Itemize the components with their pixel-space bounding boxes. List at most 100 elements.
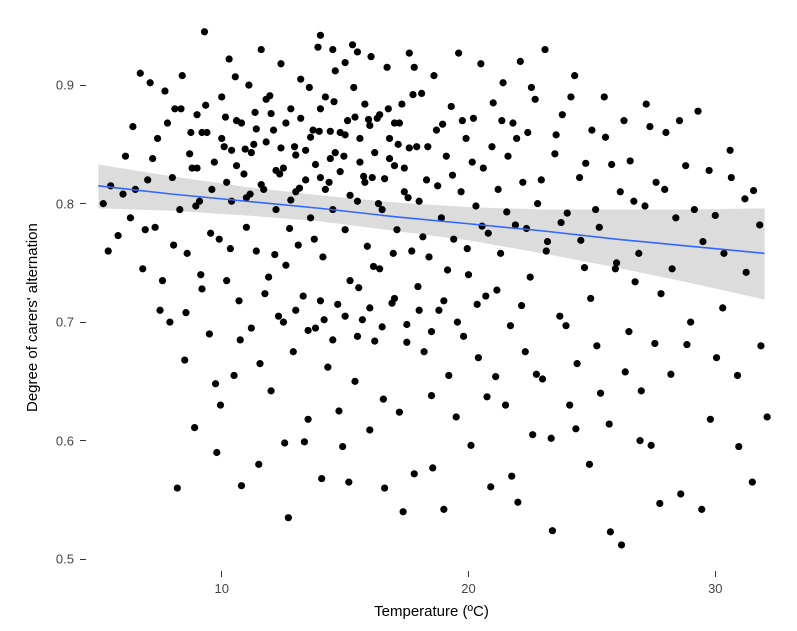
data-point (485, 230, 492, 237)
data-point (517, 58, 524, 65)
data-point (361, 100, 368, 107)
data-point (142, 226, 149, 233)
data-point (687, 319, 694, 326)
data-point (365, 116, 372, 123)
axis-tick-label: 10 (214, 581, 228, 596)
data-point (253, 125, 260, 132)
data-point (334, 301, 341, 308)
data-point (507, 322, 514, 329)
data-point (449, 172, 456, 179)
data-point (682, 162, 689, 169)
y-tick-mark (80, 322, 86, 323)
data-point (312, 324, 319, 331)
data-point (329, 336, 336, 343)
data-point (576, 174, 583, 181)
data-point (458, 188, 465, 195)
data-point (193, 111, 200, 118)
data-point (335, 407, 342, 414)
data-point (250, 141, 257, 148)
data-point (652, 179, 659, 186)
data-point (672, 214, 679, 221)
data-point (533, 371, 540, 378)
data-point (332, 67, 339, 74)
data-point (757, 342, 764, 349)
data-point (275, 313, 282, 320)
data-point (440, 297, 447, 304)
data-point (592, 206, 599, 213)
data-point (735, 443, 742, 450)
data-point (556, 313, 563, 320)
y-tick-mark (80, 440, 86, 441)
data-point (233, 162, 240, 169)
data-point (425, 253, 432, 260)
data-point (317, 105, 324, 112)
data-point (513, 135, 520, 142)
data-point (302, 147, 309, 154)
data-point (643, 100, 650, 107)
data-point (212, 380, 219, 387)
data-point (280, 164, 287, 171)
data-point (213, 449, 220, 456)
data-point (421, 348, 428, 355)
data-point (208, 186, 215, 193)
data-point (301, 438, 308, 445)
data-point (302, 176, 309, 183)
data-point (423, 176, 430, 183)
data-point (419, 233, 426, 240)
data-point (490, 99, 497, 106)
data-point (243, 224, 250, 231)
data-point (414, 283, 421, 290)
data-point (566, 401, 573, 408)
data-point (467, 442, 474, 449)
axis-tick-label: 0.8 (24, 196, 74, 211)
data-point (408, 247, 415, 254)
data-point (272, 167, 279, 174)
data-point (548, 435, 555, 442)
data-point (367, 53, 374, 60)
data-point (287, 196, 294, 203)
data-point (238, 482, 245, 489)
data-point (253, 247, 260, 254)
data-point (187, 129, 194, 136)
data-point (346, 277, 353, 284)
data-point (557, 219, 564, 226)
data-point (228, 198, 235, 205)
data-point (356, 135, 363, 142)
data-point (223, 179, 230, 186)
data-point (152, 224, 159, 231)
data-point (448, 103, 455, 110)
data-point (522, 348, 529, 355)
data-point (483, 393, 490, 400)
data-point (707, 416, 714, 423)
x-tick-mark (468, 571, 469, 577)
data-point (445, 372, 452, 379)
data-point (327, 128, 334, 135)
data-point (245, 82, 252, 89)
data-point (181, 356, 188, 363)
data-point (322, 93, 329, 100)
data-point (182, 309, 189, 316)
data-point (749, 479, 756, 486)
regression-ribbon (98, 165, 764, 300)
data-point (202, 102, 209, 109)
data-point (418, 90, 425, 97)
data-point (403, 339, 410, 346)
data-point (551, 150, 558, 157)
data-point (596, 224, 603, 231)
data-point (532, 96, 539, 103)
data-point (312, 161, 319, 168)
data-point (207, 230, 214, 237)
axis-tick-label: 30 (708, 581, 722, 596)
data-point (612, 265, 619, 272)
data-point (292, 307, 299, 314)
data-point (430, 72, 437, 79)
data-point (114, 232, 121, 239)
data-point (381, 175, 388, 182)
data-point (617, 188, 624, 195)
data-point (608, 161, 615, 168)
data-point (487, 483, 494, 490)
data-point (144, 176, 151, 183)
data-point (462, 135, 469, 142)
data-point (492, 373, 499, 380)
data-point (698, 506, 705, 513)
